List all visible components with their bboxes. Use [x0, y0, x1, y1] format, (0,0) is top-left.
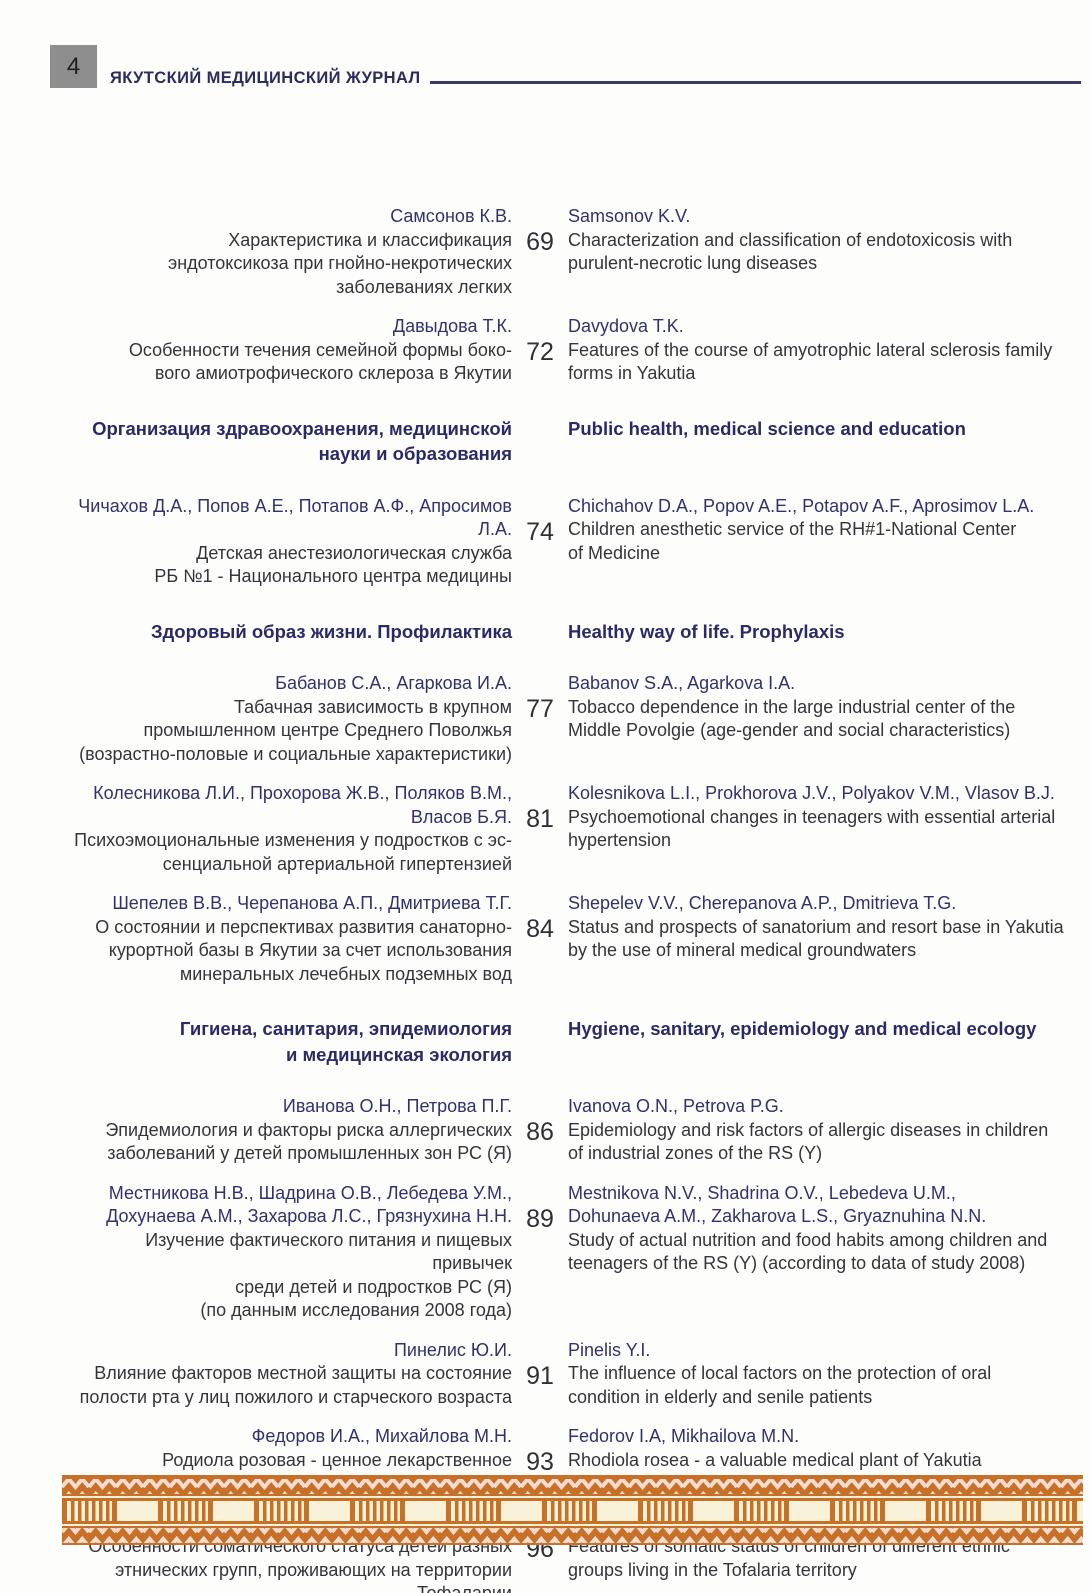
- entry-english: Kolesnikova L.I., Prokhorova J.V., Polya…: [568, 782, 1065, 876]
- entry-page-number: 84: [526, 915, 554, 943]
- entry-russian: Иванова О.Н., Петрова П.Г. Эпидемиология…: [62, 1095, 512, 1166]
- entry-page-number: 89: [526, 1204, 554, 1233]
- entry-title-ru: Эпидемиология и факторы риска аллергичес…: [105, 1119, 512, 1164]
- entry-title-en: Study of actual nutrition and food habit…: [568, 1229, 1048, 1274]
- entry-english: Pinelis Y.I. The influence of local fact…: [568, 1339, 1065, 1410]
- entry-authors-ru: Бабанов С.А., Агаркова И.А.: [275, 673, 512, 693]
- table-of-contents: Самсонов К.В. Характеристика и классифик…: [62, 205, 1065, 1593]
- entry-russian: Колесникова Л.И., Прохорова Ж.В., Поляко…: [62, 782, 512, 876]
- section-title-en: Public health, medical science and educa…: [568, 417, 966, 439]
- entry-title-ru: Психоэмоциональные изменения у подростко…: [74, 830, 512, 874]
- entry-authors-en: Ivanova O.N., Petrova P.G.: [568, 1096, 784, 1116]
- section-title-ru: Здоровый образ жизни. Профилактика: [150, 620, 512, 642]
- entry-authors-en: Kolesnikova L.I., Prokhorova J.V., Polya…: [568, 783, 1055, 803]
- section-page-spacer: [512, 1016, 568, 1067]
- section-page-spacer: [512, 619, 568, 645]
- entry-authors-ru: Колесникова Л.И., Прохорова Ж.В., Поляко…: [93, 783, 512, 827]
- section-title-ru: Гигиена, санитария, эпидемиология и меди…: [179, 1018, 512, 1065]
- entry-authors-ru: Федоров И.А., Михайлова М.Н.: [251, 1426, 512, 1446]
- entry-authors-en: Pinelis Y.I.: [568, 1339, 651, 1360]
- toc-entry-row: Давыдова Т.К. Особенности течения семейн…: [62, 315, 1065, 386]
- entry-russian: Пинелис Ю.И. Влияние факторов местной за…: [62, 1339, 512, 1410]
- entry-authors-ru: Местникова Н.В., Шадрина О.В., Лебедева …: [106, 1182, 512, 1227]
- entry-title-ru: Влияние факторов местной защиты на состо…: [79, 1363, 512, 1407]
- entry-page-number: 77: [526, 695, 554, 723]
- entry-title-en: Psychoemotional changes in teenagers wit…: [568, 806, 1056, 851]
- decorative-border: [62, 1475, 1083, 1545]
- entry-page-number: 93: [526, 1448, 554, 1476]
- entry-page-number: 86: [526, 1118, 554, 1146]
- toc-entry-row: Иванова О.Н., Петрова П.Г. Эпидемиология…: [62, 1095, 1065, 1166]
- toc-entry-row: Самсонов К.В. Характеристика и классифик…: [62, 205, 1065, 299]
- entry-page-number: 72: [526, 338, 554, 366]
- entry-page-number: 74: [526, 517, 554, 546]
- entry-russian: Бабанов С.А., Агаркова И.А. Табачная зав…: [62, 672, 512, 766]
- page-number-box: 4: [50, 45, 97, 88]
- entry-title-ru: Характеристика и классификация эндотокси…: [168, 229, 512, 297]
- entry-english: Babanov S.A., Agarkova I.A. Tobacco depe…: [568, 672, 1065, 766]
- entry-russian: Самсонов К.В. Характеристика и классифик…: [62, 205, 512, 299]
- entry-page-number: 69: [526, 228, 554, 256]
- section-title-en: Healthy way of life. Prophylaxis: [568, 620, 845, 642]
- entry-title-en: Characterization and classification of e…: [568, 229, 1013, 274]
- ornament-pattern-graphic: [62, 1475, 1083, 1545]
- section-page-spacer: [512, 416, 568, 467]
- entry-english: Mestnikova N.V., Shadrina O.V., Lebedeva…: [568, 1182, 1065, 1323]
- entry-authors-ru: Шепелев В.В., Черепанова А.П., Дмитриева…: [112, 893, 512, 913]
- toc-entry-row: Чичахов Д.А., Попов А.Е., Потапов А.Ф., …: [62, 495, 1065, 589]
- entry-authors-ru: Самсонов К.В.: [390, 206, 512, 226]
- section-title-en: Hygiene, sanitary, epidemiology and medi…: [568, 1018, 1037, 1039]
- entry-authors-en: Shepelev V.V., Cherepanova A.P., Dmitrie…: [568, 893, 957, 913]
- entry-title-en: Features of the course of amyotrophic la…: [568, 339, 1053, 384]
- section-title-ru: Организация здравоохранения, медицинской…: [92, 417, 512, 465]
- section-header-row: Гигиена, санитария, эпидемиология и меди…: [62, 1016, 1065, 1067]
- entry-title-ru: О состоянии и перспективах развития сана…: [95, 916, 512, 984]
- header-rule: [430, 81, 1081, 84]
- entry-authors-en: Samsonov K.V.: [568, 206, 691, 226]
- entry-title-en: Epidemiology and risk factors of allergi…: [568, 1119, 1049, 1164]
- entry-title-en: The influence of local factors on the pr…: [568, 1363, 992, 1407]
- entry-title-en: Tobacco dependence in the large industri…: [568, 696, 1016, 741]
- toc-entry-row: Местникова Н.В., Шадрина О.В., Лебедева …: [62, 1182, 1065, 1323]
- entry-english: Fedorov I.A, Mikhailova M.N. Rhodiola ro…: [568, 1425, 1065, 1496]
- page-number: 4: [66, 52, 81, 80]
- entry-title-ru: Детская анестезиологическая служба РБ №1…: [154, 542, 512, 587]
- entry-title-en: Children anesthetic service of the RH#1-…: [568, 519, 1017, 563]
- entry-authors-ru: Чичахов Д.А., Попов А.Е., Потапов А.Ф., …: [78, 495, 512, 540]
- entry-russian: Чичахов Д.А., Попов А.Е., Потапов А.Ф., …: [62, 495, 512, 589]
- entry-title-ru: Особенности течения семейной формы боко-…: [128, 339, 512, 384]
- section-header-row: Здоровый образ жизни. Профилактика Healt…: [62, 619, 1065, 645]
- entry-russian: Местникова Н.В., Шадрина О.В., Лебедева …: [62, 1182, 512, 1323]
- entry-english: Chichahov D.A., Popov A.E., Potapov A.F.…: [568, 495, 1065, 589]
- entry-page-number: 81: [526, 805, 554, 833]
- entry-authors-en: Babanov S.A., Agarkova I.A.: [568, 673, 796, 693]
- entry-authors-ru: Иванова О.Н., Петрова П.Г.: [282, 1096, 512, 1116]
- entry-authors-en: Davydova T.K.: [568, 316, 684, 336]
- entry-authors-en: Mestnikova N.V., Shadrina O.V., Lebedeva…: [568, 1182, 987, 1227]
- journal-title: ЯКУТСКИЙ МЕДИЦИНСКИЙ ЖУРНАЛ: [110, 68, 421, 87]
- entry-english: Samsonov K.V. Characterization and class…: [568, 205, 1065, 299]
- entry-title-en: Status and prospects of sanatorium and r…: [568, 916, 1064, 961]
- entry-authors-ru: Пинелис Ю.И.: [393, 1339, 512, 1360]
- section-header-row: Организация здравоохранения, медицинской…: [62, 416, 1065, 467]
- entry-title-ru: Табачная зависимость в крупном промышлен…: [79, 696, 512, 764]
- entry-authors-en: Fedorov I.A, Mikhailova M.N.: [568, 1426, 800, 1446]
- entry-page-number: 91: [526, 1361, 554, 1390]
- toc-entry-row: Пинелис Ю.И. Влияние факторов местной за…: [62, 1339, 1065, 1410]
- entry-title-en: Rhodiola rosea - a valuable medical plan…: [568, 1449, 982, 1470]
- toc-entry-row: Шепелев В.В., Черепанова А.П., Дмитриева…: [62, 892, 1065, 986]
- page-header: 4 ЯКУТСКИЙ МЕДИЦИНСКИЙ ЖУРНАЛ: [50, 45, 1081, 88]
- entry-authors-ru: Давыдова Т.К.: [392, 316, 512, 336]
- toc-entry-row: Бабанов С.А., Агаркова И.А. Табачная зав…: [62, 672, 1065, 766]
- entry-russian: Давыдова Т.К. Особенности течения семейн…: [62, 315, 512, 386]
- entry-authors-en: Chichahov D.A., Popov A.E., Potapov A.F.…: [568, 495, 1035, 516]
- toc-entry-row: Колесникова Л.И., Прохорова Ж.В., Поляко…: [62, 782, 1065, 876]
- entry-english: Davydova T.K. Features of the course of …: [568, 315, 1065, 386]
- entry-english: Ivanova O.N., Petrova P.G. Epidemiology …: [568, 1095, 1065, 1166]
- entry-russian: Шепелев В.В., Черепанова А.П., Дмитриева…: [62, 892, 512, 986]
- entry-english: Shepelev V.V., Cherepanova A.P., Dmitrie…: [568, 892, 1065, 986]
- entry-title-ru: Изучение фактического питания и пищевых …: [145, 1229, 512, 1321]
